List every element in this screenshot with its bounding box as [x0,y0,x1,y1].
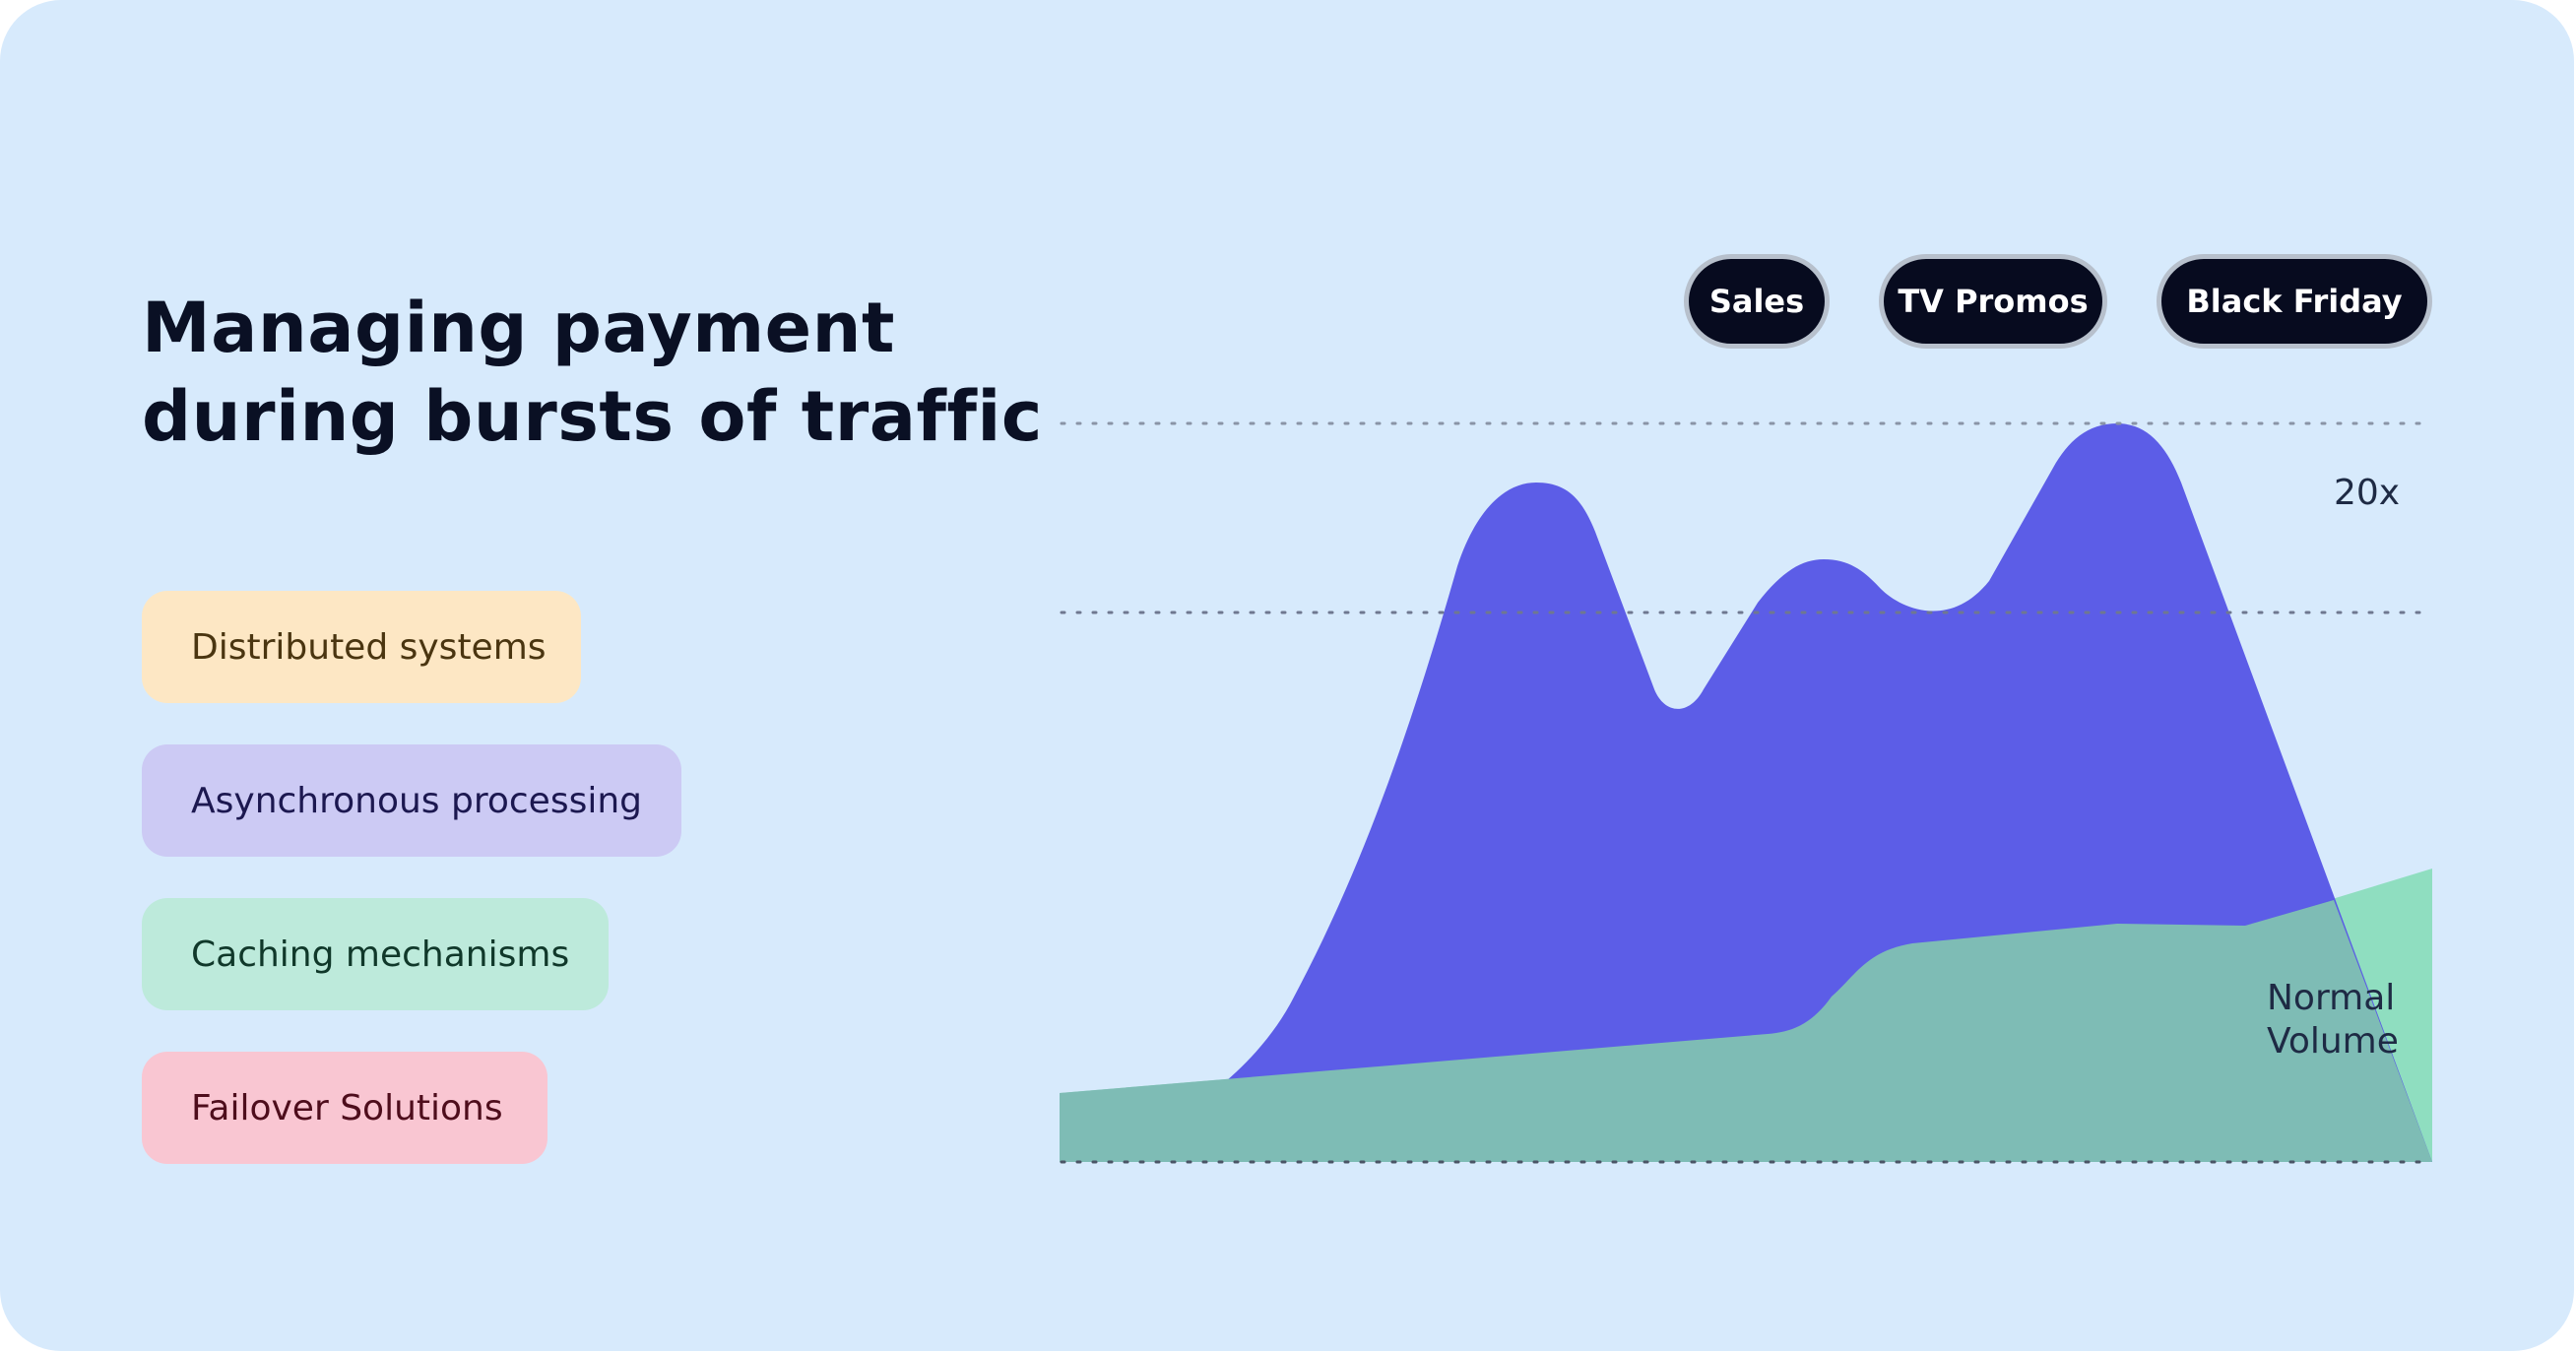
page-title: Managing payment during bursts of traffi… [142,284,1043,461]
event-tv-promos: TV Promos [1879,254,2107,349]
feature-label: Asynchronous processing [191,780,643,821]
title-line-1: Managing payment [142,288,895,368]
feature-failover-solutions: Failover Solutions [142,1052,547,1164]
title-line-2: during bursts of traffic [142,376,1043,457]
event-sales: Sales [1684,254,1830,349]
peak-label: 20x [2334,473,2401,513]
feature-distributed-systems: Distributed systems [142,591,581,703]
event-label: TV Promos [1898,283,2089,320]
normal-volume-line-1: Normal [2267,978,2396,1018]
normal-volume-line-2: Volume [2267,1021,2399,1062]
feature-label: Distributed systems [191,626,547,668]
normal-volume-label: Normal Volume [2267,977,2399,1063]
feature-label: Caching mechanisms [191,934,570,975]
event-label: Black Friday [2186,283,2403,320]
normal-volume-overlap [1060,900,2432,1162]
feature-asynchronous-processing: Asynchronous processing [142,744,681,857]
event-label: Sales [1708,283,1805,320]
event-black-friday: Black Friday [2157,254,2432,349]
feature-caching-mechanisms: Caching mechanisms [142,898,609,1010]
feature-label: Failover Solutions [191,1087,503,1128]
